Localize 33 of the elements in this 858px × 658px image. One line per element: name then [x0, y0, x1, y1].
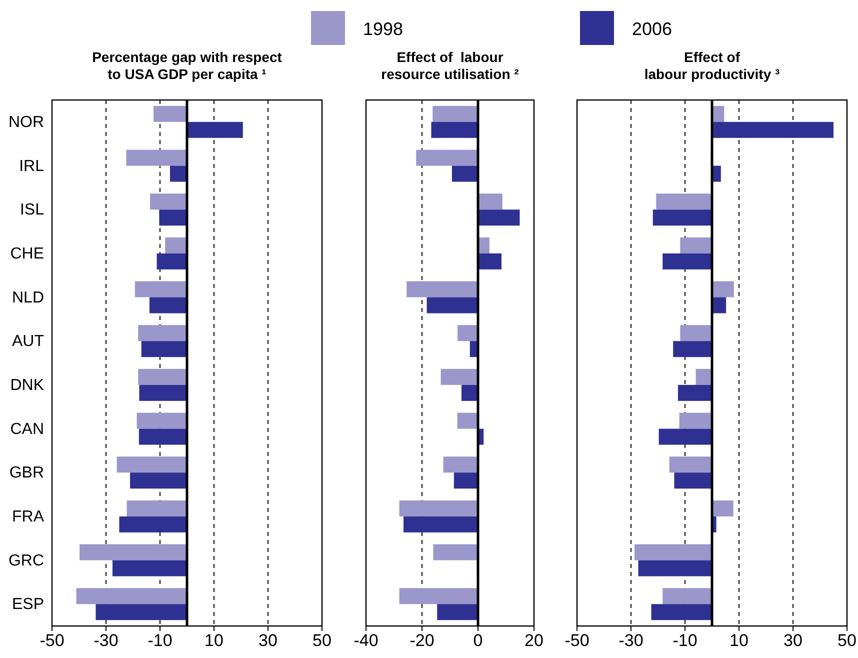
y-tick-label: GBR	[9, 464, 44, 482]
legend-label: 1998	[363, 19, 404, 39]
y-tick-label: FRA	[12, 508, 44, 526]
y-tick-label: ESP	[12, 596, 44, 614]
y-tick-label: NOR	[8, 114, 44, 131]
chart-title: Effect of labour resource utilisation ²	[381, 49, 520, 82]
x-tick-label: -40	[354, 631, 378, 650]
legend-label: 2006	[632, 19, 672, 39]
y-tick-label: NLD	[12, 289, 44, 306]
y-tick-label: CHE	[10, 245, 44, 262]
chart-title: Percentage gap with respect to USA GDP per capita ¹	[92, 49, 282, 82]
x-tick-label: 10	[204, 631, 224, 650]
x-tick-label: 50	[838, 631, 856, 650]
x-tick-label: 0	[473, 631, 483, 650]
x-tick-label: 50	[312, 631, 332, 650]
y-tick-label: DNK	[10, 376, 44, 394]
y-tick-label: AUT	[12, 333, 44, 350]
x-tick-label: -30	[618, 631, 644, 650]
x-tick-label: -50	[40, 631, 64, 650]
x-tick-label: -30	[94, 631, 118, 650]
x-tick-label: 20	[524, 631, 544, 650]
y-tick-label: GRC	[8, 552, 44, 570]
y-tick-label: CAN	[10, 420, 44, 438]
x-tick-label: 10	[730, 631, 748, 650]
y-tick-label: IRL	[19, 158, 44, 175]
chart-title: Effect of labour productivity ³	[644, 49, 780, 82]
x-tick-label: -50	[564, 631, 590, 650]
x-tick-label: 30	[258, 631, 278, 650]
x-tick-label: -10	[672, 631, 698, 650]
y-tick-label: ISL	[20, 202, 44, 219]
x-tick-label: -20	[410, 631, 434, 650]
x-tick-label: -10	[148, 631, 172, 650]
x-tick-label: 30	[784, 631, 802, 650]
